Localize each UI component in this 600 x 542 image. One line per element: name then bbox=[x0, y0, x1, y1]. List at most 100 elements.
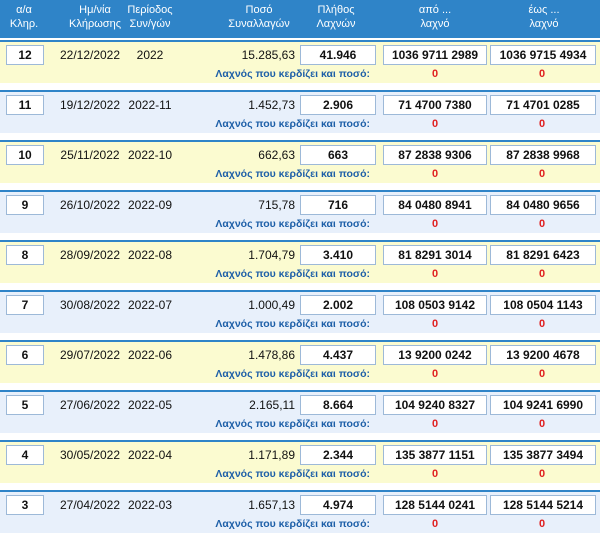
header-line: Κληρ. bbox=[9, 18, 39, 30]
ticket-to: 81 8291 6423 bbox=[490, 245, 596, 265]
winning-amount-value: 0 bbox=[538, 518, 546, 530]
draw-row: 12 22/12/2022 2022 15.285,63 41.946 1036 9711… bbox=[0, 40, 600, 83]
ticket-count: 3.410 bbox=[300, 245, 376, 265]
draw-number: 11 bbox=[6, 95, 44, 115]
transaction-amount: 15.285,63 bbox=[241, 48, 295, 62]
draw-period: 2022-06 bbox=[127, 348, 173, 362]
draw-row: 6 29/07/2022 2022-06 1.478,86 4.437 13 9200 0… bbox=[0, 340, 600, 383]
winning-ticket-row: Λαχνός που κερδίζει και ποσό: 0 0 bbox=[0, 467, 600, 481]
header-draw-number: α/α Κληρ. bbox=[4, 3, 44, 31]
header-line: λαχνό bbox=[420, 18, 450, 30]
draw-summary: 5 27/06/2022 2022-05 2.165,11 8.664 104 9240 … bbox=[0, 395, 600, 415]
ticket-count: 2.002 bbox=[300, 295, 376, 315]
draw-row: 3 27/04/2022 2022-03 1.657,13 4.974 128 5144 … bbox=[0, 490, 600, 533]
draw-number: 9 bbox=[6, 195, 44, 215]
ticket-count: 2.344 bbox=[300, 445, 376, 465]
winning-amount-value: 0 bbox=[538, 268, 546, 280]
draw-date: 27/04/2022 bbox=[59, 498, 121, 512]
header-to-ticket: έως ... λαχνό bbox=[492, 3, 596, 31]
ticket-count: 663 bbox=[300, 145, 376, 165]
ticket-to: 128 5144 5214 bbox=[490, 495, 596, 515]
ticket-to: 104 9241 6990 bbox=[490, 395, 596, 415]
winning-ticket-value: 0 bbox=[431, 418, 439, 430]
draw-row: 5 27/06/2022 2022-05 2.165,11 8.664 104 9240 … bbox=[0, 390, 600, 433]
winning-ticket-row: Λαχνός που κερδίζει και ποσό: 0 0 bbox=[0, 417, 600, 431]
ticket-to: 87 2838 9968 bbox=[490, 145, 596, 165]
winning-ticket-row: Λαχνός που κερδίζει και ποσό: 0 0 bbox=[0, 167, 600, 181]
winning-amount-value: 0 bbox=[538, 218, 546, 230]
draw-summary: 11 19/12/2022 2022-11 1.452,73 2.906 71 4700 … bbox=[0, 95, 600, 115]
winning-ticket-row: Λαχνός που κερδίζει και ποσό: 0 0 bbox=[0, 317, 600, 331]
ticket-to: 84 0480 9656 bbox=[490, 195, 596, 215]
draw-date: 27/06/2022 bbox=[59, 398, 121, 412]
draw-period: 2022-10 bbox=[127, 148, 173, 162]
header-ticket-count: Πλήθος Λαχνών bbox=[300, 3, 372, 31]
draw-period: 2022-11 bbox=[128, 98, 172, 112]
ticket-from: 128 5144 0241 bbox=[383, 495, 487, 515]
header-line: έως ... bbox=[528, 4, 560, 16]
draw-row: 10 25/11/2022 2022-10 662,63 663 87 2838 9306… bbox=[0, 140, 600, 183]
winning-amount-value: 0 bbox=[538, 168, 546, 180]
header-line: α/α bbox=[16, 4, 32, 16]
draw-date: 30/08/2022 bbox=[59, 298, 121, 312]
transaction-amount: 1.478,86 bbox=[248, 348, 295, 362]
winning-ticket-label: Λαχνός που κερδίζει και ποσό: bbox=[215, 118, 370, 130]
winning-ticket-label: Λαχνός που κερδίζει και ποσό: bbox=[215, 168, 370, 180]
header-line: από ... bbox=[418, 4, 452, 16]
draw-row: 7 30/08/2022 2022-07 1.000,49 2.002 108 0503 … bbox=[0, 290, 600, 333]
ticket-count: 4.974 bbox=[300, 495, 376, 515]
winning-ticket-row: Λαχνός που κερδίζει και ποσό: 0 0 bbox=[0, 367, 600, 381]
header-line: λαχνό bbox=[529, 18, 559, 30]
draw-date: 22/12/2022 bbox=[59, 48, 121, 62]
winning-ticket-row: Λαχνός που κερδίζει και ποσό: 0 0 bbox=[0, 67, 600, 81]
winning-ticket-value: 0 bbox=[431, 118, 439, 130]
table-header: α/α Κληρ. Ημ/νία Κλήρωσης Περίοδος Συν/γ… bbox=[0, 0, 600, 38]
draw-summary: 7 30/08/2022 2022-07 1.000,49 2.002 108 0503 … bbox=[0, 295, 600, 315]
ticket-from: 13 9200 0242 bbox=[383, 345, 487, 365]
ticket-count: 41.946 bbox=[300, 45, 376, 65]
ticket-from: 84 0480 8941 bbox=[383, 195, 487, 215]
ticket-from: 108 0503 9142 bbox=[383, 295, 487, 315]
header-line: Ημ/νία bbox=[79, 4, 111, 16]
winning-ticket-value: 0 bbox=[431, 468, 439, 480]
transaction-amount: 1.000,49 bbox=[248, 298, 295, 312]
winning-amount-value: 0 bbox=[538, 68, 546, 80]
draw-number: 4 bbox=[6, 445, 44, 465]
winning-ticket-value: 0 bbox=[431, 168, 439, 180]
winning-ticket-label: Λαχνός που κερδίζει και ποσό: bbox=[215, 68, 370, 80]
winning-amount-value: 0 bbox=[538, 418, 546, 430]
ticket-count: 716 bbox=[300, 195, 376, 215]
winning-amount-value: 0 bbox=[538, 118, 546, 130]
draw-period: 2022-09 bbox=[127, 198, 173, 212]
draw-row: 11 19/12/2022 2022-11 1.452,73 2.906 71 4700 … bbox=[0, 90, 600, 133]
ticket-count: 4.437 bbox=[300, 345, 376, 365]
draw-date: 29/07/2022 bbox=[59, 348, 121, 362]
winning-ticket-label: Λαχνός που κερδίζει και ποσό: bbox=[215, 268, 370, 280]
ticket-to: 13 9200 4678 bbox=[490, 345, 596, 365]
winning-amount-value: 0 bbox=[538, 368, 546, 380]
ticket-count: 2.906 bbox=[300, 95, 376, 115]
draw-row: 8 28/09/2022 2022-08 1.704,79 3.410 81 8291 3… bbox=[0, 240, 600, 283]
draw-number: 12 bbox=[6, 45, 44, 65]
draw-number: 10 bbox=[6, 145, 44, 165]
ticket-count: 8.664 bbox=[300, 395, 376, 415]
draw-date: 19/12/2022 bbox=[59, 98, 121, 112]
winning-amount-value: 0 bbox=[538, 318, 546, 330]
transaction-amount: 715,78 bbox=[258, 198, 295, 212]
header-line: Πλήθος bbox=[317, 4, 355, 16]
draw-date: 30/05/2022 bbox=[59, 448, 121, 462]
winning-amount-value: 0 bbox=[538, 468, 546, 480]
winning-ticket-label: Λαχνός που κερδίζει και ποσό: bbox=[215, 368, 370, 380]
draw-date: 28/09/2022 bbox=[59, 248, 121, 262]
winning-ticket-value: 0 bbox=[431, 318, 439, 330]
header-line: Λαχνών bbox=[316, 18, 356, 30]
winning-ticket-row: Λαχνός που κερδίζει και ποσό: 0 0 bbox=[0, 267, 600, 281]
header-line: Συν/γών bbox=[129, 18, 171, 30]
draw-period: 2022-07 bbox=[127, 298, 173, 312]
transaction-amount: 1.452,73 bbox=[248, 98, 295, 112]
ticket-from: 1036 9711 2989 bbox=[383, 45, 487, 65]
draw-number: 3 bbox=[6, 495, 44, 515]
winning-ticket-label: Λαχνός που κερδίζει και ποσό: bbox=[215, 518, 370, 530]
winning-ticket-value: 0 bbox=[431, 268, 439, 280]
winning-ticket-label: Λαχνός που κερδίζει και ποσό: bbox=[215, 468, 370, 480]
